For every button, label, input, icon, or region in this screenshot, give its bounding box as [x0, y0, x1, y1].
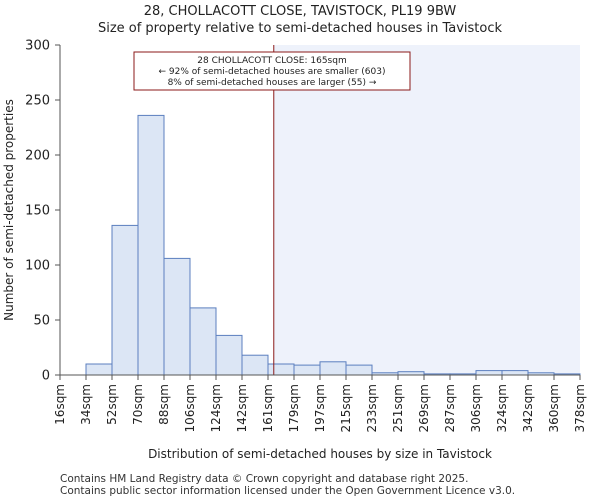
x-axis-label: Distribution of semi-detached houses by … [148, 447, 492, 461]
annotation-larger: 8% of semi-detached houses are larger (5… [168, 78, 377, 88]
x-tick-label: 161sqm [261, 384, 275, 432]
x-tick-label: 34sqm [79, 384, 93, 425]
chart-subtitle: Size of property relative to semi-detach… [97, 21, 503, 36]
footer-copyright: Contains HM Land Registry data © Crown c… [60, 473, 469, 485]
y-axis-label: Number of semi-detached properties [2, 99, 16, 321]
x-tick-label: 179sqm [287, 384, 301, 432]
chart-title: 28, CHOLLACOTT CLOSE, TAVISTOCK, PL19 9B… [143, 4, 457, 19]
histogram-bar [241, 354, 269, 376]
x-tick-label: 215sqm [339, 384, 353, 432]
x-tick-label: 342sqm [521, 384, 535, 432]
histogram-bar [345, 364, 373, 376]
y-tick-label: 50 [33, 314, 50, 329]
x-tick-label: 251sqm [391, 384, 405, 432]
x-tick-label: 52sqm [105, 384, 119, 425]
x-tick-label: 70sqm [131, 384, 145, 425]
x-tick-label: 106sqm [183, 384, 197, 432]
y-tick-label: 150 [25, 204, 50, 219]
histogram-bar [293, 364, 321, 376]
annotation-smaller: ← 92% of semi-detached houses are smalle… [159, 67, 386, 77]
histogram-bar [85, 363, 113, 376]
x-tick-label: 124sqm [209, 384, 223, 432]
histogram-bar [137, 114, 165, 376]
y-tick-label: 0 [42, 369, 50, 384]
marker-annotation: 28 CHOLLACOTT CLOSE: 165sqm ← 92% of sem… [133, 51, 411, 91]
x-tick-label: 306sqm [469, 384, 483, 432]
y-tick-label: 200 [25, 149, 50, 164]
histogram-bar [189, 307, 217, 376]
x-tick-label: 287sqm [443, 384, 457, 432]
x-tick-label: 142sqm [235, 384, 249, 432]
histogram-bar [215, 334, 243, 376]
histogram-bar [501, 370, 529, 376]
histogram-bar [111, 224, 139, 376]
y-tick-label: 300 [25, 39, 50, 54]
annotation-box [133, 51, 411, 91]
x-tick-label: 16sqm [53, 384, 67, 425]
x-tick-label: 324sqm [495, 384, 509, 432]
x-tick-label: 269sqm [417, 384, 431, 432]
x-tick-label: 378sqm [573, 384, 587, 432]
y-tick-label: 100 [25, 259, 50, 274]
larger-region-highlight [273, 45, 580, 375]
annotation-title: 28 CHOLLACOTT CLOSE: 165sqm [197, 56, 346, 66]
histogram-bar [267, 363, 295, 376]
x-tick-label: 233sqm [365, 384, 379, 432]
footer-licence: Contains public sector information licen… [60, 485, 516, 497]
y-tick-label: 250 [25, 94, 50, 109]
x-tick-label: 88sqm [157, 384, 171, 425]
histogram-bar [475, 370, 503, 376]
histogram-bar [319, 361, 347, 376]
x-tick-label: 197sqm [313, 384, 327, 432]
x-tick-label: 360sqm [547, 384, 561, 432]
histogram-bar [163, 257, 191, 376]
